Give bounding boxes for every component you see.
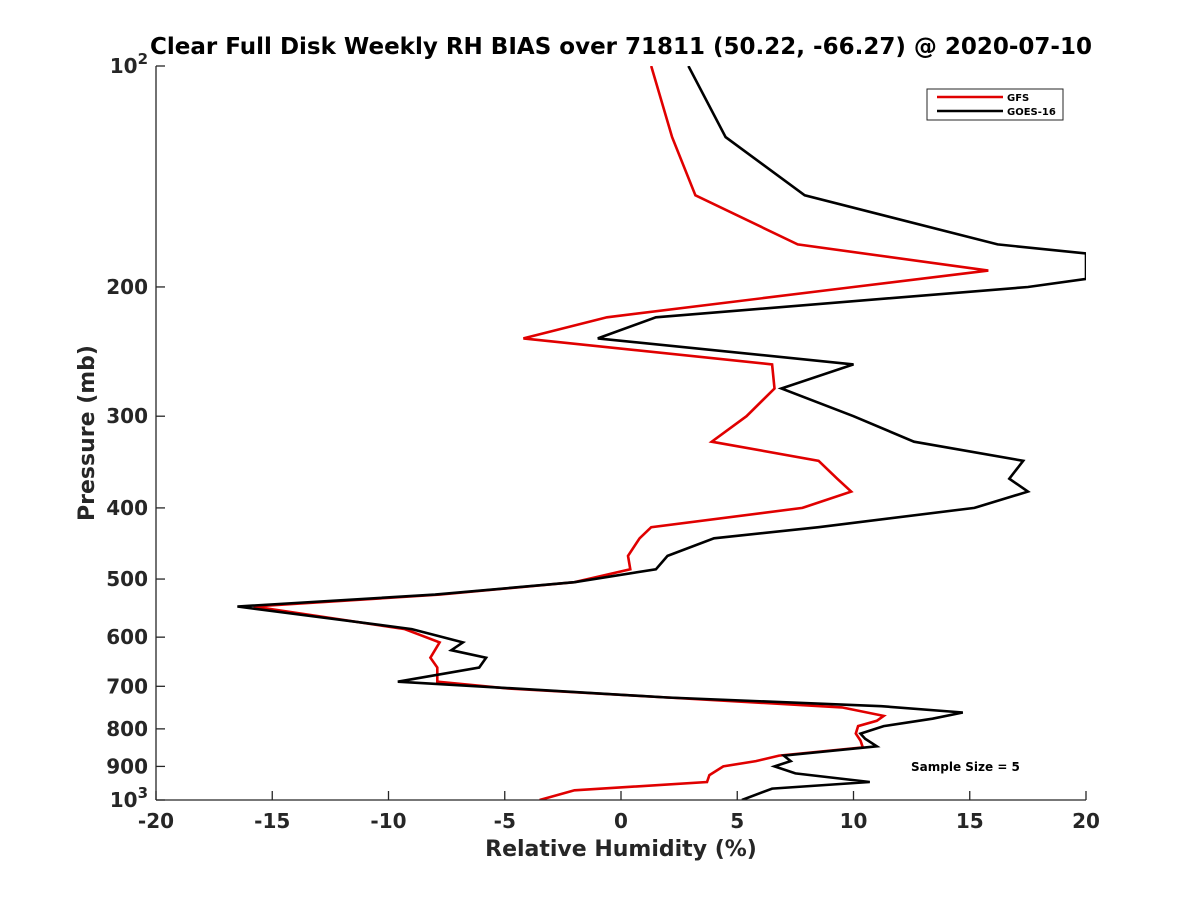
y-axis-label: Pressure (mb) bbox=[75, 345, 100, 521]
series-layer bbox=[237, 66, 1086, 800]
x-tick-label: -15 bbox=[254, 809, 290, 833]
x-tick-label: 20 bbox=[1072, 809, 1100, 833]
x-tick-label: 5 bbox=[730, 809, 744, 833]
sample-size-annotation: Sample Size = 5 bbox=[911, 760, 1020, 774]
series-line-goes16 bbox=[237, 66, 1086, 800]
y-tick-label: 400 bbox=[106, 496, 148, 520]
x-axis-label: Relative Humidity (%) bbox=[485, 837, 757, 862]
y-tick-label: 800 bbox=[106, 717, 148, 741]
x-tick-label: 0 bbox=[614, 809, 628, 833]
x-tick-label: -5 bbox=[494, 809, 516, 833]
x-tick-label: 15 bbox=[956, 809, 984, 833]
y-tick-label: 102 bbox=[110, 50, 148, 78]
plot-area bbox=[156, 66, 1086, 800]
y-tick-label: 200 bbox=[106, 275, 148, 299]
x-axis-ticks: -20 -15 -10 -5 0 5 10 15 20 bbox=[138, 791, 1100, 833]
legend-box bbox=[926, 88, 1064, 121]
y-tick-label: 500 bbox=[106, 567, 148, 591]
y-tick-label: 300 bbox=[106, 404, 148, 428]
x-tick-label: -10 bbox=[370, 809, 406, 833]
legend-label-gfs: GFS bbox=[1007, 93, 1029, 104]
y-tick-label: 700 bbox=[106, 674, 148, 698]
y-axis-ticks: 102 200 300 400 500 600 700 800 900 103 bbox=[106, 50, 165, 812]
legend: GFS GOES-16 bbox=[926, 88, 1064, 121]
chart-title: Clear Full Disk Weekly RH BIAS over 7181… bbox=[150, 34, 1092, 60]
legend-label-goes16: GOES-16 bbox=[1007, 107, 1056, 118]
x-tick-label: -20 bbox=[138, 809, 174, 833]
y-tick-label: 900 bbox=[106, 754, 148, 778]
y-tick-label: 103 bbox=[110, 784, 148, 812]
x-tick-label: 10 bbox=[840, 809, 868, 833]
y-tick-label: 600 bbox=[106, 625, 148, 649]
